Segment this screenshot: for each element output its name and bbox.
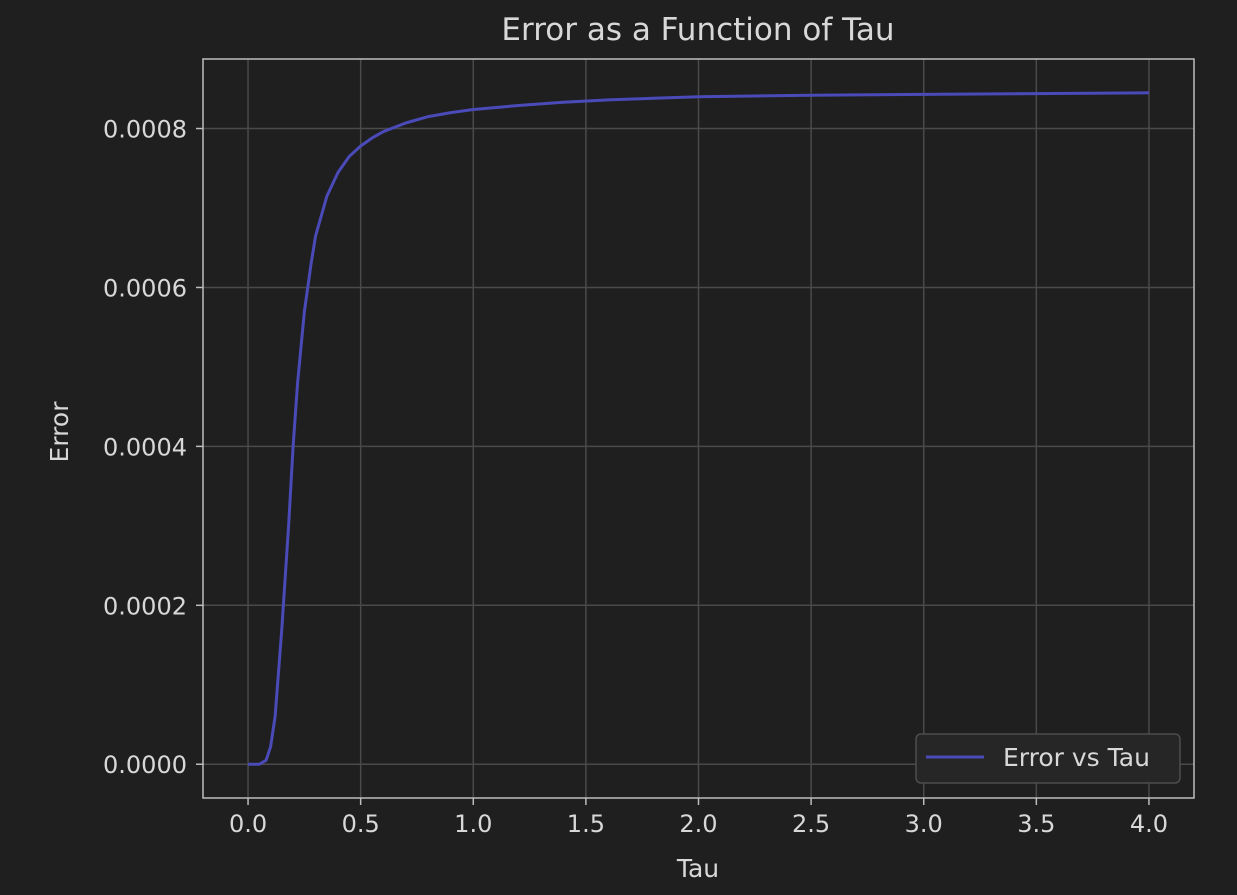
y-tick-label: 0.0008	[103, 116, 187, 144]
x-tick-label: 2.0	[679, 810, 717, 838]
x-tick-label: 1.0	[454, 810, 492, 838]
x-tick-label: 3.5	[1017, 810, 1055, 838]
y-tick-label: 0.0006	[103, 274, 187, 302]
x-tick-label: 0.0	[229, 810, 267, 838]
x-tick-label: 4.0	[1130, 810, 1168, 838]
x-tick-label: 2.5	[792, 810, 830, 838]
y-tick-label: 0.0002	[103, 592, 187, 620]
x-tick-label: 0.5	[342, 810, 380, 838]
y-tick-label: 0.0004	[103, 433, 187, 461]
chart-title: Error as a Function of Tau	[501, 12, 894, 48]
legend-label: Error vs Tau	[1003, 743, 1150, 772]
legend-box	[915, 733, 1181, 784]
x-tick-label: 3.0	[905, 810, 943, 838]
x-tick-label: 1.5	[567, 810, 605, 838]
y-axis-label: Error	[45, 401, 74, 463]
legend: Error vs Tau	[915, 733, 1181, 784]
x-axis-label: Tau	[676, 854, 719, 883]
y-tick-label: 0.0000	[103, 751, 187, 779]
series-line-0	[248, 91, 1150, 766]
